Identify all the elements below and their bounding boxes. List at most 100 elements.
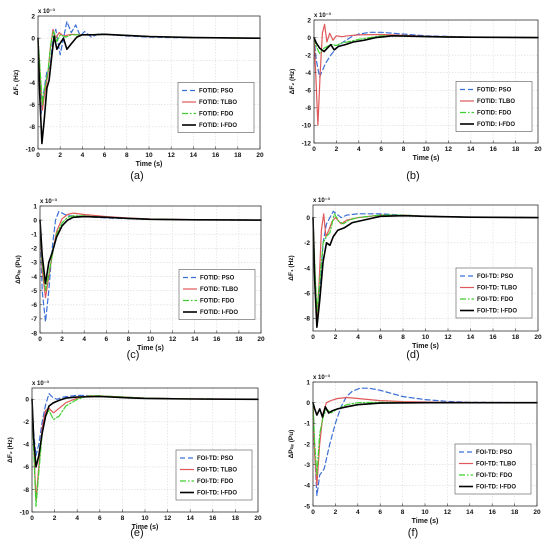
y-tick-label: -2	[304, 441, 310, 448]
y-tick-label: 0	[306, 215, 310, 222]
y-tick-label: 1	[33, 203, 37, 210]
x-axis-label: Time (s)	[137, 345, 164, 352]
legend-label: FOI-TD: FDO	[476, 473, 513, 479]
y-axis-label: ΔPₜᵢₑ (Pu)	[15, 255, 22, 284]
series-line-pso	[312, 387, 538, 497]
y-tick-label: -4	[31, 274, 37, 281]
series-line-i-fdo	[312, 401, 538, 418]
axis-exponent: x 10⁻³	[313, 374, 330, 381]
series-line-i-fdo	[312, 214, 539, 328]
y-tick-label: -1	[31, 232, 37, 239]
x-tick-label: 0	[38, 336, 42, 343]
y-tick-label: -4	[305, 70, 311, 77]
x-tick-label: 12	[445, 146, 453, 153]
x-tick-label: 4	[356, 509, 360, 516]
x-tick-label: 16	[212, 152, 220, 159]
legend-label: FOI-TD: TLBO	[476, 462, 516, 468]
y-tick-label: -8	[305, 105, 311, 112]
legend-label: FOTID: I-FDO	[200, 310, 238, 316]
x-axis-label: Time (s)	[412, 518, 439, 525]
legend-label: FOTID: FDO	[199, 112, 234, 118]
y-tick-label: -1	[304, 421, 310, 428]
x-tick-label: 18	[232, 515, 240, 522]
axis-exponent: x 10⁻³	[40, 198, 57, 205]
x-tick-label: 10	[422, 334, 430, 341]
x-tick-label: 8	[402, 146, 406, 153]
x-tick-label: 2	[58, 152, 62, 159]
y-tick-label: -8	[31, 330, 37, 337]
x-tick-label: 20	[534, 146, 542, 153]
y-axis-label: ΔPₜᵢₑ (Pu)	[288, 430, 295, 459]
x-tick-label: 12	[164, 515, 172, 522]
legend: FOTID: PSO FOTID: TLBO FOTID: FDO FOTID: I-…	[455, 81, 533, 132]
x-tick-label: 2	[335, 146, 339, 153]
y-tick-label: -4	[23, 442, 29, 449]
x-tick-label: 6	[378, 509, 382, 516]
y-tick-label: -3	[304, 462, 310, 469]
x-tick-label: 6	[379, 334, 383, 341]
x-axis-label: Time (s)	[132, 524, 159, 531]
series-line-i-fdo	[39, 215, 262, 285]
legend-label: FOTID: I-FDO	[477, 122, 515, 128]
legend-label: FOTID: I-FDO	[199, 123, 237, 129]
y-tick-label: -4	[29, 80, 35, 87]
x-tick-label: 8	[121, 515, 125, 522]
legend-label: FOI-TD: I-FDO	[197, 491, 237, 497]
x-tick-label: 2	[334, 334, 338, 341]
y-tick-label: -5	[304, 503, 310, 510]
y-tick-label: -4	[304, 265, 310, 272]
x-tick-label: 8	[127, 336, 131, 343]
x-tick-label: 20	[256, 152, 264, 159]
x-tick-label: 18	[511, 509, 519, 516]
x-tick-label: 16	[489, 509, 497, 516]
legend-label: FOI-TD: I-FDO	[477, 309, 517, 315]
x-tick-label: 14	[467, 146, 475, 153]
x-tick-label: 16	[489, 334, 497, 341]
y-tick-label: -6	[31, 302, 37, 309]
x-tick-label: 20	[533, 509, 541, 516]
y-tick-label: 1	[306, 379, 310, 386]
x-tick-label: 10	[145, 152, 153, 159]
y-tick-label: -12	[302, 140, 312, 147]
x-tick-label: 4	[356, 334, 360, 341]
x-tick-label: 8	[401, 509, 405, 516]
x-tick-label: 14	[187, 515, 195, 522]
x-tick-label: 14	[191, 336, 199, 343]
y-tick-label: -8	[304, 316, 310, 323]
y-tick-label: -7	[31, 316, 37, 323]
x-tick-label: 6	[104, 336, 108, 343]
x-tick-label: 4	[82, 336, 86, 343]
x-tick-label: 12	[444, 334, 452, 341]
x-tick-label: 8	[401, 334, 405, 341]
x-tick-label: 14	[466, 509, 474, 516]
x-tick-label: 16	[490, 146, 498, 153]
x-tick-label: 14	[190, 152, 198, 159]
axis-exponent: x 10⁻³	[32, 380, 49, 387]
x-tick-label: 16	[213, 336, 221, 343]
x-tick-label: 12	[169, 336, 177, 343]
y-tick-label: -10	[20, 509, 30, 516]
y-tick-label: 0	[31, 35, 35, 42]
x-tick-label: 6	[98, 515, 102, 522]
x-tick-label: 10	[422, 146, 430, 153]
x-axis-label: Time (s)	[413, 155, 440, 162]
y-tick-label: -10	[302, 123, 312, 130]
x-tick-label: 18	[235, 336, 243, 343]
x-tick-label: 2	[53, 515, 57, 522]
x-tick-label: 18	[234, 152, 242, 159]
panel-e: 0 2 4 6 8 10 12 14 16 18 20 -10 -8 -6 -4 -2 0 x 10⁻³ Time …	[7, 380, 262, 539]
legend-label: FOTID: PSO	[199, 89, 234, 95]
x-tick-label: 16	[209, 515, 217, 522]
legend-label: FOI-TD: FDO	[197, 479, 234, 485]
y-tick-label: -8	[23, 487, 29, 494]
legend-label: FOI-TD: PSO	[477, 274, 514, 280]
x-tick-label: 8	[125, 152, 129, 159]
legend-label: FOI-TD: TLBO	[477, 286, 517, 292]
panel-c: 0 2 4 6 8 10 12 14 16 18 20 -8 -7 -6 -5 -4 -3 -2 -1 0 1x 10⁻…	[15, 198, 265, 361]
y-tick-label: 0	[307, 35, 311, 42]
legend-label: FOTID: TLBO	[199, 100, 237, 106]
y-tick-label: -6	[29, 102, 35, 109]
x-tick-label: 0	[36, 152, 40, 159]
x-tick-label: 0	[311, 334, 315, 341]
y-tick-label: -5	[31, 288, 37, 295]
